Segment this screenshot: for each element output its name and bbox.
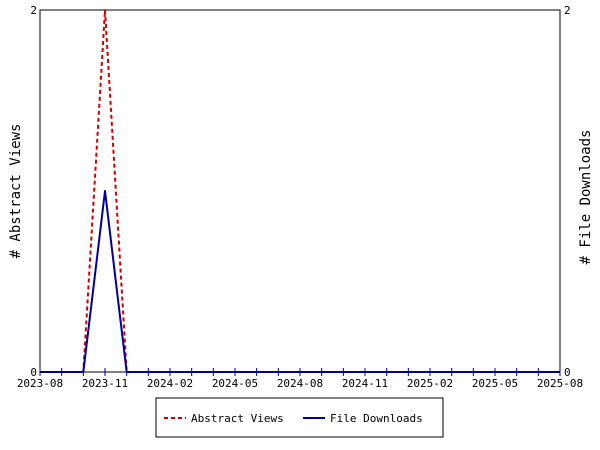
legend-label-abstract-views: Abstract Views xyxy=(191,412,284,425)
x-tick-label: 2023-11 xyxy=(82,377,128,390)
y-right-tick-label: 0 xyxy=(564,366,571,379)
right-axis-title: # File Downloads xyxy=(578,130,594,265)
x-tick-label: 2025-05 xyxy=(472,377,518,390)
x-tick-label: 2024-05 xyxy=(212,377,258,390)
y-right-tick-label: 2 xyxy=(564,4,571,17)
legend: Abstract Views File Downloads xyxy=(155,397,444,438)
y-left-tick-label: 2 xyxy=(30,4,37,17)
y-left-tick-label: 0 xyxy=(30,366,37,379)
x-tick-label: 2023-08 xyxy=(17,377,63,390)
x-tick-label: 2024-02 xyxy=(147,377,193,390)
x-tick-label: 2024-11 xyxy=(342,377,388,390)
plot-area xyxy=(39,9,561,373)
x-tick-label: 2025-02 xyxy=(407,377,453,390)
x-tick-label: 2025-08 xyxy=(537,377,583,390)
legend-label-file-downloads: File Downloads xyxy=(330,412,423,425)
left-axis-title: # Abstract Views xyxy=(8,124,24,259)
x-tick-label: 2024-08 xyxy=(277,377,323,390)
legend-box xyxy=(155,397,444,438)
